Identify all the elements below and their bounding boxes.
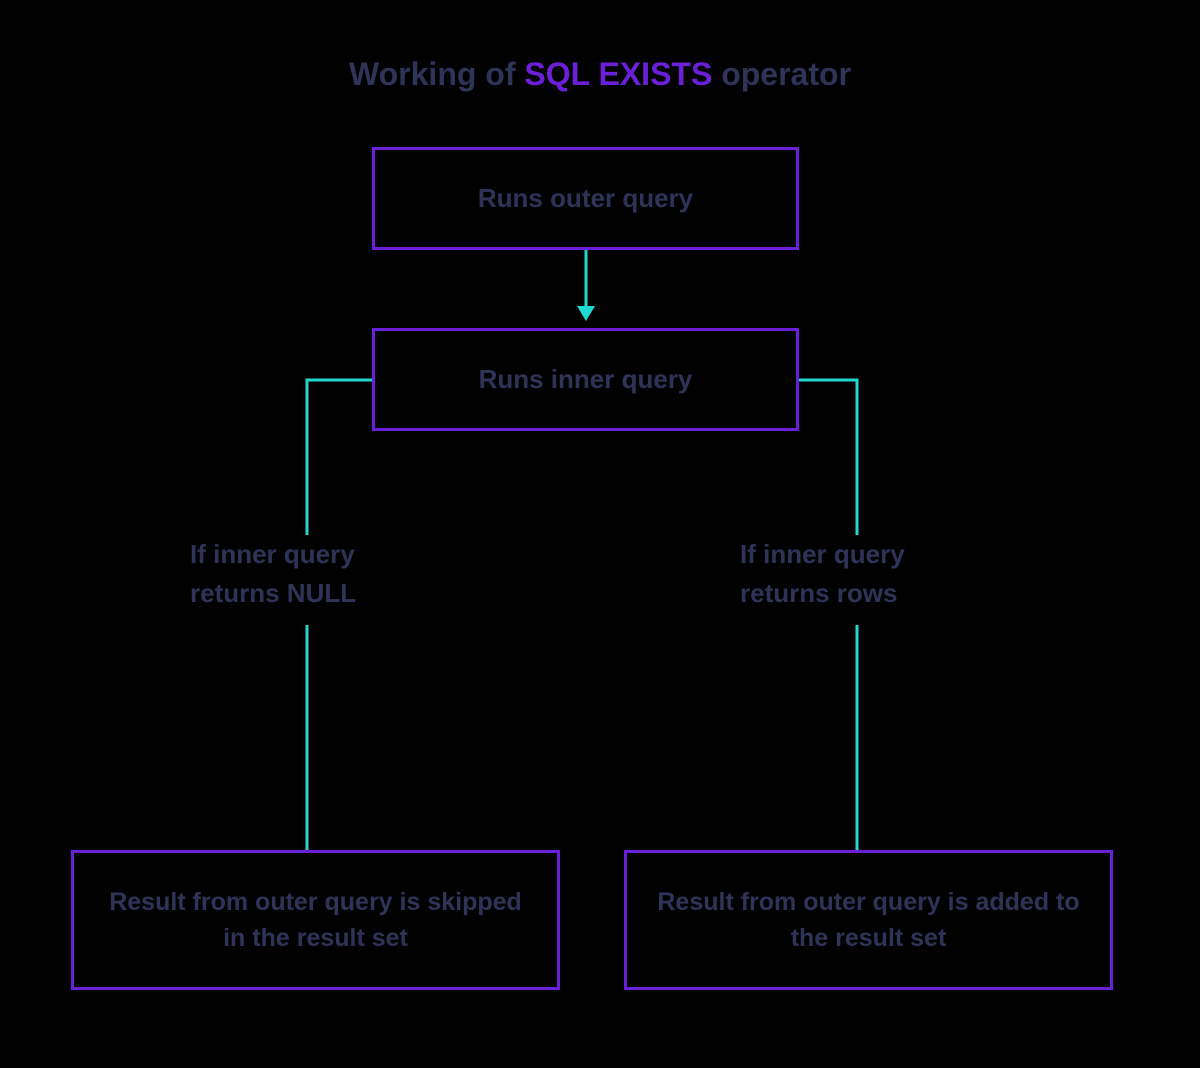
node-label: Runs outer query xyxy=(478,180,693,218)
node-result-added: Result from outer query is added to the … xyxy=(624,850,1113,990)
edge-label-line: returns NULL xyxy=(190,578,356,608)
edge-inner-left-branch xyxy=(307,380,372,535)
edge-label-returns-null: If inner query returns NULL xyxy=(190,535,356,613)
edge-label-line: If inner query xyxy=(740,539,905,569)
edge-label-line: If inner query xyxy=(190,539,355,569)
node-label: Runs inner query xyxy=(479,361,693,399)
node-runs-inner-query: Runs inner query xyxy=(372,328,799,431)
node-runs-outer-query: Runs outer query xyxy=(372,147,799,250)
edge-label-line: returns rows xyxy=(740,578,898,608)
node-label: Result from outer query is added to the … xyxy=(649,884,1088,957)
edge-label-returns-rows: If inner query returns rows xyxy=(740,535,905,613)
node-label: Result from outer query is skipped in th… xyxy=(96,884,535,957)
flowchart-canvas: Working of SQL EXISTS operator Runs oute… xyxy=(0,0,1200,1068)
edge-inner-right-branch xyxy=(799,380,857,535)
node-result-skipped: Result from outer query is skipped in th… xyxy=(71,850,560,990)
